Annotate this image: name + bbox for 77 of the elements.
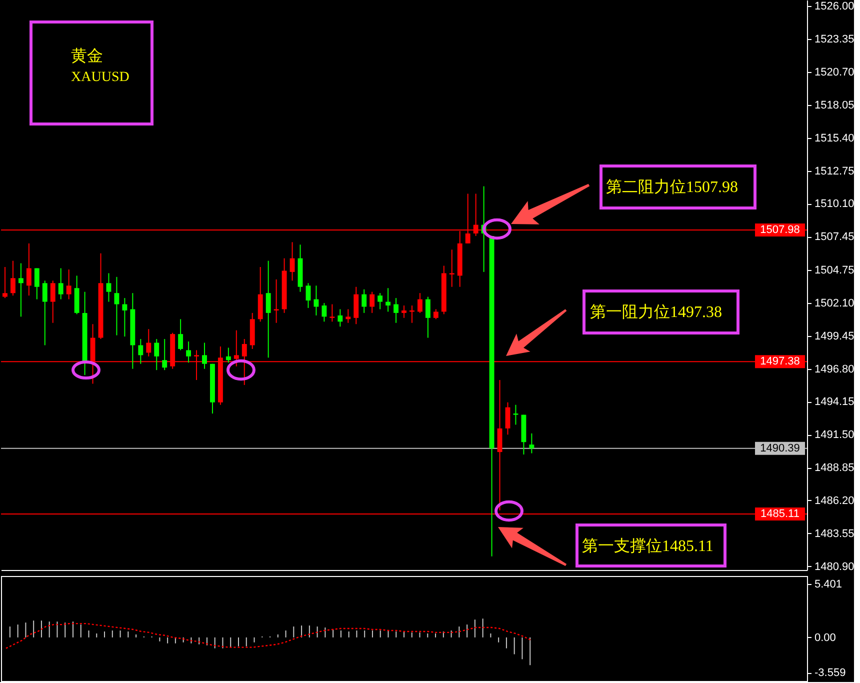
candlestick [433, 308, 438, 320]
ref-line-label: 1490.39 [760, 442, 800, 454]
y-tick-label: 1523.35 [814, 34, 854, 46]
candlestick [386, 288, 391, 312]
candlestick [274, 278, 279, 324]
annotation: 第二阻力位1507.98 [606, 178, 738, 196]
candlestick [513, 404, 518, 426]
candlestick [402, 304, 406, 318]
candlestick [242, 338, 247, 386]
candlestick [66, 268, 72, 300]
y-tick-label: 1504.75 [814, 264, 854, 277]
y-tick-label: 1526.00 [814, 0, 854, 13]
y-tick-label: 1512.75 [814, 165, 854, 178]
y-tick-label: 1502.10 [814, 298, 854, 310]
candlestick [122, 298, 128, 338]
candlestick [497, 380, 502, 511]
candlestick [10, 260, 16, 296]
candlestick [306, 282, 311, 308]
y-tick-label: 1480.90 [814, 560, 854, 573]
candlestick [417, 292, 422, 314]
y-tick-label: 1518.05 [814, 99, 854, 112]
candlestick [378, 292, 383, 310]
candlestick [226, 347, 231, 364]
candlestick [266, 260, 271, 358]
candlestick [106, 272, 112, 302]
candlestick [42, 280, 48, 346]
y-tick-label: 1510.10 [814, 198, 854, 210]
y-tick-label: -3.559 [814, 667, 846, 680]
y-tick-label: 1494.15 [814, 396, 854, 408]
candlestick [505, 402, 510, 436]
candlestick [330, 304, 335, 322]
y-tick-label: 1515.40 [814, 132, 854, 144]
candlestick [370, 291, 375, 314]
candlestick [26, 242, 32, 296]
y-tick-label: 1491.50 [814, 429, 854, 442]
ref-line-label: 1507.98 [760, 224, 800, 236]
candlestick [354, 286, 359, 325]
y-tick-label: 1520.70 [814, 66, 854, 79]
candlestick [529, 432, 534, 454]
ref-line-label: 1497.38 [760, 356, 800, 368]
line-series [5, 622, 532, 649]
y-tick-label: 1488.85 [814, 462, 854, 474]
y-tick-label: 1507.45 [814, 231, 854, 244]
candlestick [114, 276, 120, 336]
y-tick-label: 1486.20 [814, 494, 854, 507]
candlestick [18, 262, 24, 318]
y-tick-label: 1483.55 [814, 528, 854, 540]
candlestick [178, 318, 184, 351]
candlestick [362, 288, 367, 314]
candlestick [346, 308, 351, 324]
annotation: 第一支撑位1485.11 [582, 537, 714, 555]
candlestick [58, 268, 64, 300]
y-tick-label: 5.401 [814, 578, 842, 590]
candlestick [338, 308, 343, 328]
candlestick [186, 341, 192, 364]
annotation: 黄金 [71, 47, 103, 65]
ref-line-label: 1485.11 [760, 508, 800, 520]
candlestick [290, 242, 295, 282]
candlestick [322, 302, 327, 322]
candlestick [202, 342, 207, 370]
candlestick [34, 268, 40, 300]
candlestick [154, 338, 160, 371]
candlestick [314, 285, 319, 316]
y-tick-label: 0.00 [814, 632, 836, 644]
candlestick [449, 249, 454, 288]
candlestick [138, 338, 144, 364]
y-tick-label: 1499.45 [814, 330, 854, 342]
candlestick [394, 298, 398, 324]
candlestick [162, 338, 168, 371]
annotation: XAUUSD [71, 70, 130, 85]
candlestick [425, 296, 430, 338]
candlestick [2, 266, 8, 299]
candlestick [50, 280, 56, 324]
annotation: 第一阻力位1497.38 [590, 303, 722, 321]
candlestick [146, 328, 152, 357]
candlestick [234, 330, 239, 367]
y-tick-label: 1496.80 [814, 363, 854, 376]
